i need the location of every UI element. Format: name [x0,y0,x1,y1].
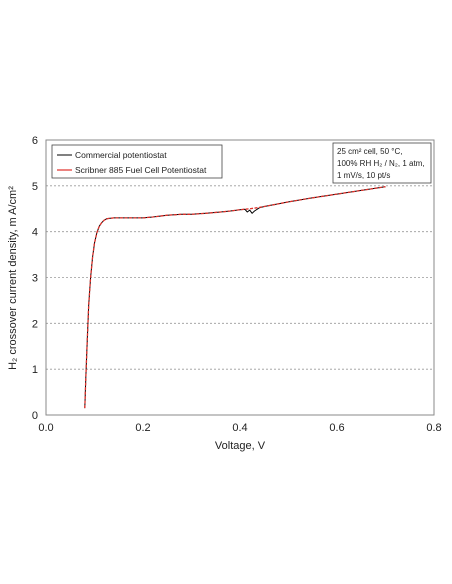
legend-label-commercial: Commercial potentiostat [75,150,167,160]
x-tick-labels: 0.0 0.2 0.4 0.6 0.8 [38,422,441,434]
y-tick-label: 1 [32,364,38,376]
y-axis-title: H₂ crossover current density, m A/cm² [7,186,19,370]
annotation-line-2: 100% RH H₂ / N₂, 1 atm, [337,159,425,168]
legend-label-scribner: Scribner 885 Fuel Cell Potentiostat [75,165,207,175]
annotation-line-1: 25 cm² cell, 50 °C, [337,147,402,156]
x-tick-label: 0.2 [135,422,150,434]
x-tick-label: 0.4 [232,422,247,434]
annotation-frame [332,142,432,184]
series-line-scribner [84,186,386,409]
y-tick-label: 5 [32,181,38,193]
annotation-line-3: 1 mV/s, 10 pt/s [337,171,390,180]
x-axis-title: Voltage, V [215,440,266,452]
y-tick-label: 0 [32,410,38,422]
x-tick-label: 0.8 [426,422,441,434]
annotation-box: 25 cm² cell, 50 °C, 100% RH H₂ / N₂, 1 a… [332,142,432,184]
plot-area-border [45,139,435,416]
y-tick-label: 4 [32,227,38,239]
y-tick-label: 3 [32,273,38,285]
y-tick-label: 2 [32,318,38,330]
legend: Commercial potentiostat Scribner 885 Fue… [51,144,223,179]
series-lines [84,186,386,409]
y-tick-label: 6 [32,135,38,147]
gridlines [46,185,434,370]
y-tick-labels: 0 1 2 3 4 5 6 [32,135,38,422]
x-tick-label: 0.0 [38,422,53,434]
legend-box [51,144,223,179]
x-tick-label: 0.6 [329,422,344,434]
series-line-commercial [84,186,386,409]
